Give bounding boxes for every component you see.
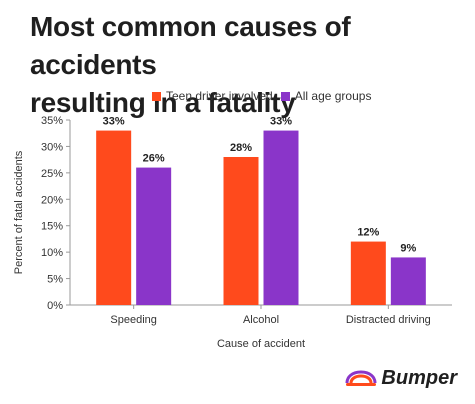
bar-1-1 xyxy=(263,130,299,305)
logo-text: Bumper xyxy=(381,367,457,389)
bumper-logo: Bumper xyxy=(344,367,457,390)
y-tick-label-6: 30% xyxy=(41,141,63,153)
data-label-1-2: 9% xyxy=(400,242,416,254)
y-tick-label-3: 15% xyxy=(41,221,63,233)
y-tick-label-2: 10% xyxy=(41,247,63,259)
chart-title: Most common causes of accidents resultin… xyxy=(30,8,470,122)
y-tick-label-0: 0% xyxy=(47,300,63,312)
x-tick-label-1: Alcohol xyxy=(243,314,279,326)
data-label-1-1: 33% xyxy=(270,116,292,128)
legend-item-all: All age groups xyxy=(280,89,372,103)
x-axis-label: Cause of accident xyxy=(217,338,305,350)
chart-title-line-2: resulting in a fatality xyxy=(30,87,296,118)
y-tick-label-5: 25% xyxy=(41,168,63,180)
data-label-0-1: 28% xyxy=(230,142,252,154)
legend-label-all: All age groups xyxy=(294,89,372,103)
bar-0-2 xyxy=(350,241,386,305)
car-icon xyxy=(345,369,377,386)
legend-label-teen: Teen driver involved xyxy=(166,89,273,103)
x-tick-label-2: Distracted driving xyxy=(346,314,431,326)
y-tick-label-4: 20% xyxy=(41,194,63,206)
data-label-1-0: 26% xyxy=(143,153,165,165)
y-tick-label-7: 35% xyxy=(41,115,63,127)
chart-title-line-1: Most common causes of accidents xyxy=(30,11,351,80)
x-tick-label-0: Speeding xyxy=(110,314,157,326)
y-tick-label-1: 5% xyxy=(47,274,63,286)
legend-item-teen: Teen driver involved xyxy=(152,89,273,103)
y-axis-label: Percent of fatal accidents xyxy=(13,150,25,274)
bar-0-0 xyxy=(96,130,132,305)
legend-swatch-all xyxy=(280,91,290,101)
bar-1-2 xyxy=(390,257,426,305)
data-label-0-2: 12% xyxy=(357,227,379,239)
data-label-0-0: 33% xyxy=(103,116,125,128)
legend-swatch-teen xyxy=(152,91,161,101)
chart-legend: Teen driver involved All age groups xyxy=(152,89,379,103)
bar-1-0 xyxy=(136,167,172,305)
bar-0-1 xyxy=(223,157,259,305)
